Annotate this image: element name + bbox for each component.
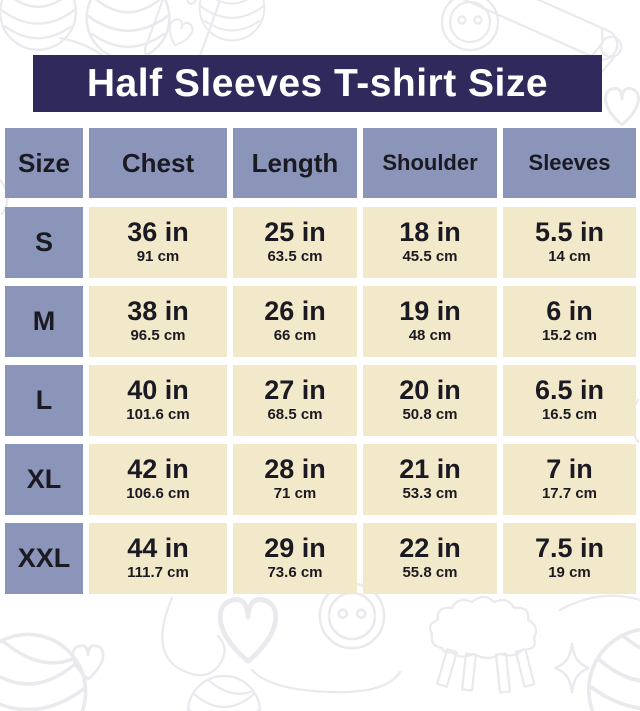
column-header-size: Size — [5, 128, 83, 198]
cell-xl-shoulder: 21 in 53.3 cm — [363, 444, 497, 515]
value-cm: 48 cm — [408, 327, 452, 345]
sheep-doodle — [428, 595, 538, 694]
value-inches: 42 in — [127, 453, 189, 484]
cell-l-shoulder: 20 in 50.8 cm — [363, 365, 497, 436]
yarn-ball-doodle — [0, 632, 88, 711]
cell-xl-chest: 42 in 106.6 cm — [89, 444, 227, 515]
title-banner: Half Sleeves T-shirt Size — [33, 55, 602, 112]
column-header-shoulder: Shoulder — [363, 128, 497, 198]
value-inches: 5.5 in — [534, 216, 605, 247]
value-cm: 68.5 cm — [267, 406, 323, 424]
size-label-xxl: XXL — [5, 523, 83, 594]
value-cm: 53.3 cm — [402, 485, 458, 503]
column-header-length: Length — [233, 128, 357, 198]
value-inches: 25 in — [264, 216, 326, 247]
value-inches: 40 in — [127, 374, 189, 405]
cell-m-sleeves: 6 in 15.2 cm — [503, 286, 636, 357]
value-cm: 106.6 cm — [126, 485, 190, 503]
value-cm: 101.6 cm — [126, 406, 190, 424]
value-inches: 29 in — [264, 532, 326, 563]
value-cm: 63.5 cm — [267, 248, 323, 266]
value-cm: 50.8 cm — [402, 406, 458, 424]
size-label-xl: XL — [5, 444, 83, 515]
value-inches: 21 in — [399, 453, 461, 484]
value-inches: 27 in — [264, 374, 326, 405]
value-inches: 38 in — [127, 295, 189, 326]
value-inches: 22 in — [399, 532, 461, 563]
curve-doodle — [558, 594, 640, 612]
needle-doodle — [421, 0, 619, 61]
cell-s-shoulder: 18 in 45.5 cm — [363, 207, 497, 278]
value-cm: 66 cm — [273, 327, 317, 345]
cell-s-sleeves: 5.5 in 14 cm — [503, 207, 636, 278]
cell-xxl-shoulder: 22 in 55.8 cm — [363, 523, 497, 594]
value-inches: 44 in — [127, 532, 189, 563]
cell-xxl-sleeves: 7.5 in 19 cm — [503, 523, 636, 594]
cell-l-length: 27 in 68.5 cm — [233, 365, 357, 436]
cell-m-shoulder: 19 in 48 cm — [363, 286, 497, 357]
yarn-ball-doodle — [586, 626, 640, 711]
sparkle-doodle — [554, 642, 590, 694]
cell-xxl-length: 29 in 73.6 cm — [233, 523, 357, 594]
size-label-l: L — [5, 365, 83, 436]
value-inches: 6.5 in — [534, 374, 605, 405]
column-header-sleeves: Sleeves — [503, 128, 636, 198]
value-cm: 96.5 cm — [130, 327, 186, 345]
value-cm: 19 cm — [548, 564, 591, 582]
cell-l-chest: 40 in 101.6 cm — [89, 365, 227, 436]
value-cm: 15.2 cm — [541, 327, 598, 345]
cell-xl-length: 28 in 71 cm — [233, 444, 357, 515]
value-inches: 26 in — [264, 295, 326, 326]
value-cm: 71 cm — [273, 485, 317, 503]
size-label-m: M — [5, 286, 83, 357]
cell-m-length: 26 in 66 cm — [233, 286, 357, 357]
value-cm: 55.8 cm — [402, 564, 458, 582]
size-label-s: S — [5, 207, 83, 278]
column-header-chest: Chest — [89, 128, 227, 198]
page-title: Half Sleeves T-shirt Size — [86, 61, 549, 105]
cell-s-chest: 36 in 91 cm — [89, 207, 227, 278]
value-cm: 91 cm — [136, 248, 180, 266]
value-cm: 14 cm — [548, 248, 591, 266]
cell-m-chest: 38 in 96.5 cm — [89, 286, 227, 357]
value-inches: 28 in — [264, 453, 326, 484]
value-inches: 36 in — [127, 216, 189, 247]
cell-xl-sleeves: 7 in 17.7 cm — [503, 444, 636, 515]
size-table: Size Chest Length Shoulder Sleeves S 36 … — [5, 128, 636, 594]
heart-doodle — [604, 86, 640, 127]
value-inches: 7 in — [546, 453, 593, 484]
yarn-string-doodle — [161, 596, 402, 711]
value-inches: 18 in — [399, 216, 461, 247]
value-cm: 17.7 cm — [541, 485, 598, 503]
value-cm: 16.5 cm — [541, 406, 598, 424]
cell-s-length: 25 in 63.5 cm — [233, 207, 357, 278]
value-cm: 73.6 cm — [267, 564, 323, 582]
value-cm: 111.7 cm — [127, 564, 189, 582]
value-cm: 45.5 cm — [402, 248, 458, 266]
value-inches: 7.5 in — [534, 532, 605, 563]
cell-xxl-chest: 44 in 111.7 cm — [89, 523, 227, 594]
value-inches: 6 in — [546, 295, 593, 326]
value-inches: 20 in — [399, 374, 461, 405]
value-inches: 19 in — [399, 295, 461, 326]
cell-l-sleeves: 6.5 in 16.5 cm — [503, 365, 636, 436]
button-doodle — [440, 0, 500, 52]
